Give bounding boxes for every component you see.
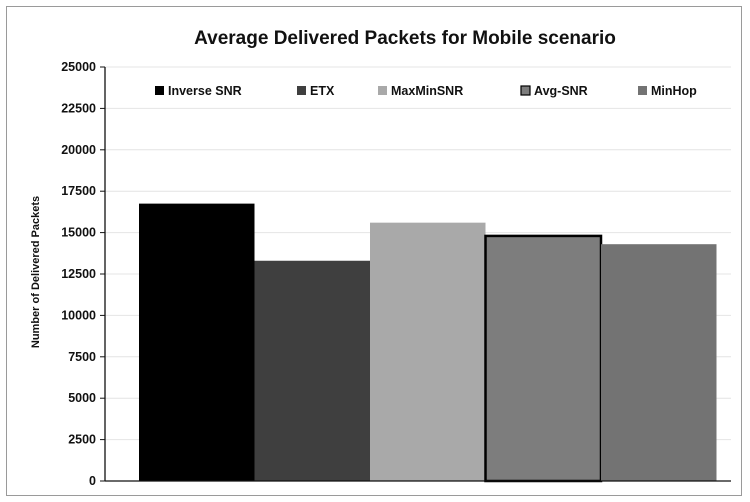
legend-swatch bbox=[155, 86, 164, 95]
bar-maxminsnr bbox=[370, 222, 486, 481]
y-tick-label: 15000 bbox=[61, 226, 96, 240]
y-tick-label: 2500 bbox=[68, 433, 96, 447]
legend-swatch bbox=[297, 86, 306, 95]
legend-label: MinHop bbox=[651, 84, 697, 98]
y-tick-label: 22500 bbox=[61, 101, 96, 115]
y-axis-label: Number of Delivered Packets bbox=[30, 196, 42, 348]
y-tick-label: 7500 bbox=[68, 350, 96, 364]
legend-swatch bbox=[638, 86, 647, 95]
y-tick-label: 25000 bbox=[61, 60, 96, 74]
chart-title: Average Delivered Packets for Mobile sce… bbox=[194, 28, 616, 49]
y-tick-label: 0 bbox=[89, 474, 96, 488]
y-tick-label: 17500 bbox=[61, 184, 96, 198]
legend-label: Inverse SNR bbox=[168, 84, 242, 98]
bar-etx bbox=[254, 260, 370, 481]
y-tick-label: 20000 bbox=[61, 143, 96, 157]
bar-avg-snr bbox=[484, 234, 603, 483]
legend-label: MaxMinSNR bbox=[391, 84, 463, 98]
y-tick-label: 12500 bbox=[61, 267, 96, 281]
legend-swatch bbox=[378, 86, 387, 95]
y-tick-label: 10000 bbox=[61, 308, 96, 322]
legend-label: Avg-SNR bbox=[534, 84, 588, 98]
bar-minhop bbox=[601, 244, 717, 481]
bar-inverse-snr bbox=[139, 203, 255, 481]
legend-swatch bbox=[520, 85, 531, 96]
y-tick-label: 5000 bbox=[68, 391, 96, 405]
legend-label: ETX bbox=[310, 84, 335, 98]
